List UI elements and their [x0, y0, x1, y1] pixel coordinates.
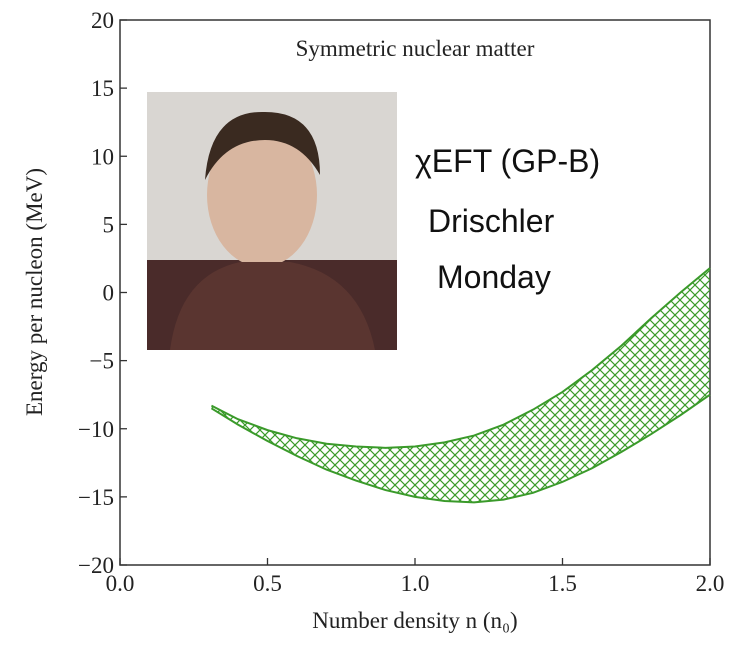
y-tick-label: 5	[103, 212, 115, 237]
x-tick-label: 1.0	[401, 571, 430, 596]
x-axis-label: Number density n (n₀)	[312, 608, 517, 633]
chart-title: Symmetric nuclear matter	[296, 36, 535, 61]
y-tick-label: −15	[78, 485, 114, 510]
annotation: χEFT (GP-B)	[415, 143, 600, 179]
band-hatch	[211, 267, 710, 503]
y-tick-label: 0	[103, 281, 115, 306]
x-tick-label: 0.5	[253, 571, 282, 596]
photo	[147, 92, 397, 350]
annotation: Monday	[437, 259, 551, 295]
x-tick-label: 2.0	[696, 571, 725, 596]
y-tick-label: −10	[78, 417, 114, 442]
y-tick-label: 10	[91, 144, 114, 169]
band-upper	[210, 267, 711, 449]
y-axis-label: Energy per nucleon (MeV)	[22, 168, 47, 416]
x-tick-label: 0.0	[106, 571, 135, 596]
y-tick-label: 20	[91, 8, 114, 33]
band-lower	[210, 393, 711, 504]
plot-area: −20 −15 −10 −5 0 5 10 15 20 0.0 0.5 1.0 1.5 2.0	[78, 8, 724, 596]
x-tick-label: 1.5	[548, 571, 577, 596]
y-tick-label: −20	[78, 553, 114, 578]
annotation: Drischler	[428, 203, 555, 239]
y-tick-label: −5	[90, 349, 114, 374]
y-tick-label: 15	[91, 76, 114, 101]
